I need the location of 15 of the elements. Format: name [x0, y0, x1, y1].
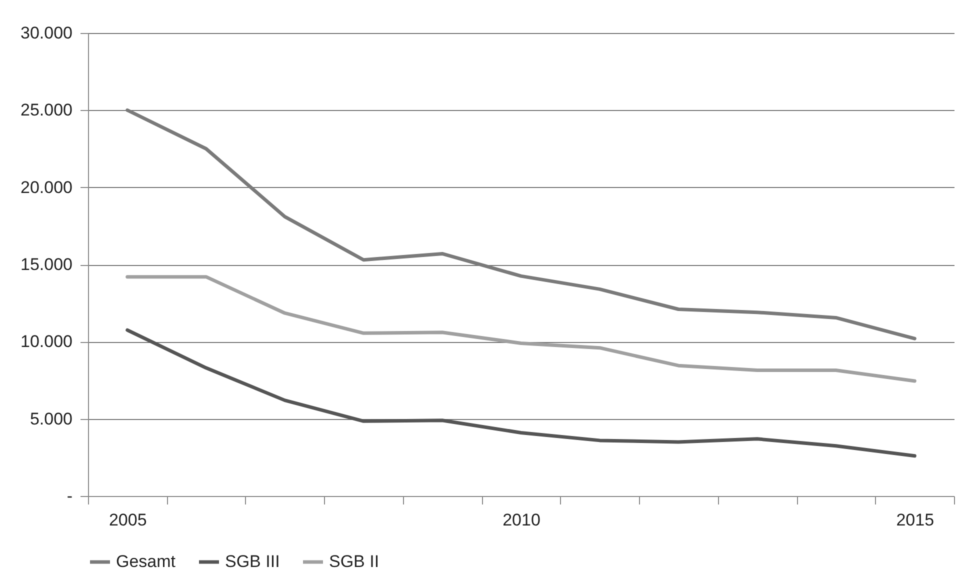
line-series [126, 275, 916, 383]
line-series [126, 328, 916, 458]
y-tick-label: 5.000 [30, 409, 72, 428]
y-tick-label: 30.000 [20, 24, 72, 42]
y-tick-label: 20.000 [20, 178, 72, 197]
x-tick-label: 2005 [108, 510, 147, 530]
y-tick-label: - [66, 486, 72, 506]
x-tick-label: 2015 [896, 510, 934, 530]
y-tick-label: 10.000 [20, 332, 72, 352]
y-tick-label: 15.000 [20, 255, 72, 274]
x-tick-label: 2010 [502, 510, 540, 530]
y-tick-label: 25.000 [20, 100, 72, 120]
legend-label: SGB II [329, 552, 380, 571]
legend-label: SGB III [225, 552, 280, 571]
legend-label: Gesamt [116, 552, 176, 571]
